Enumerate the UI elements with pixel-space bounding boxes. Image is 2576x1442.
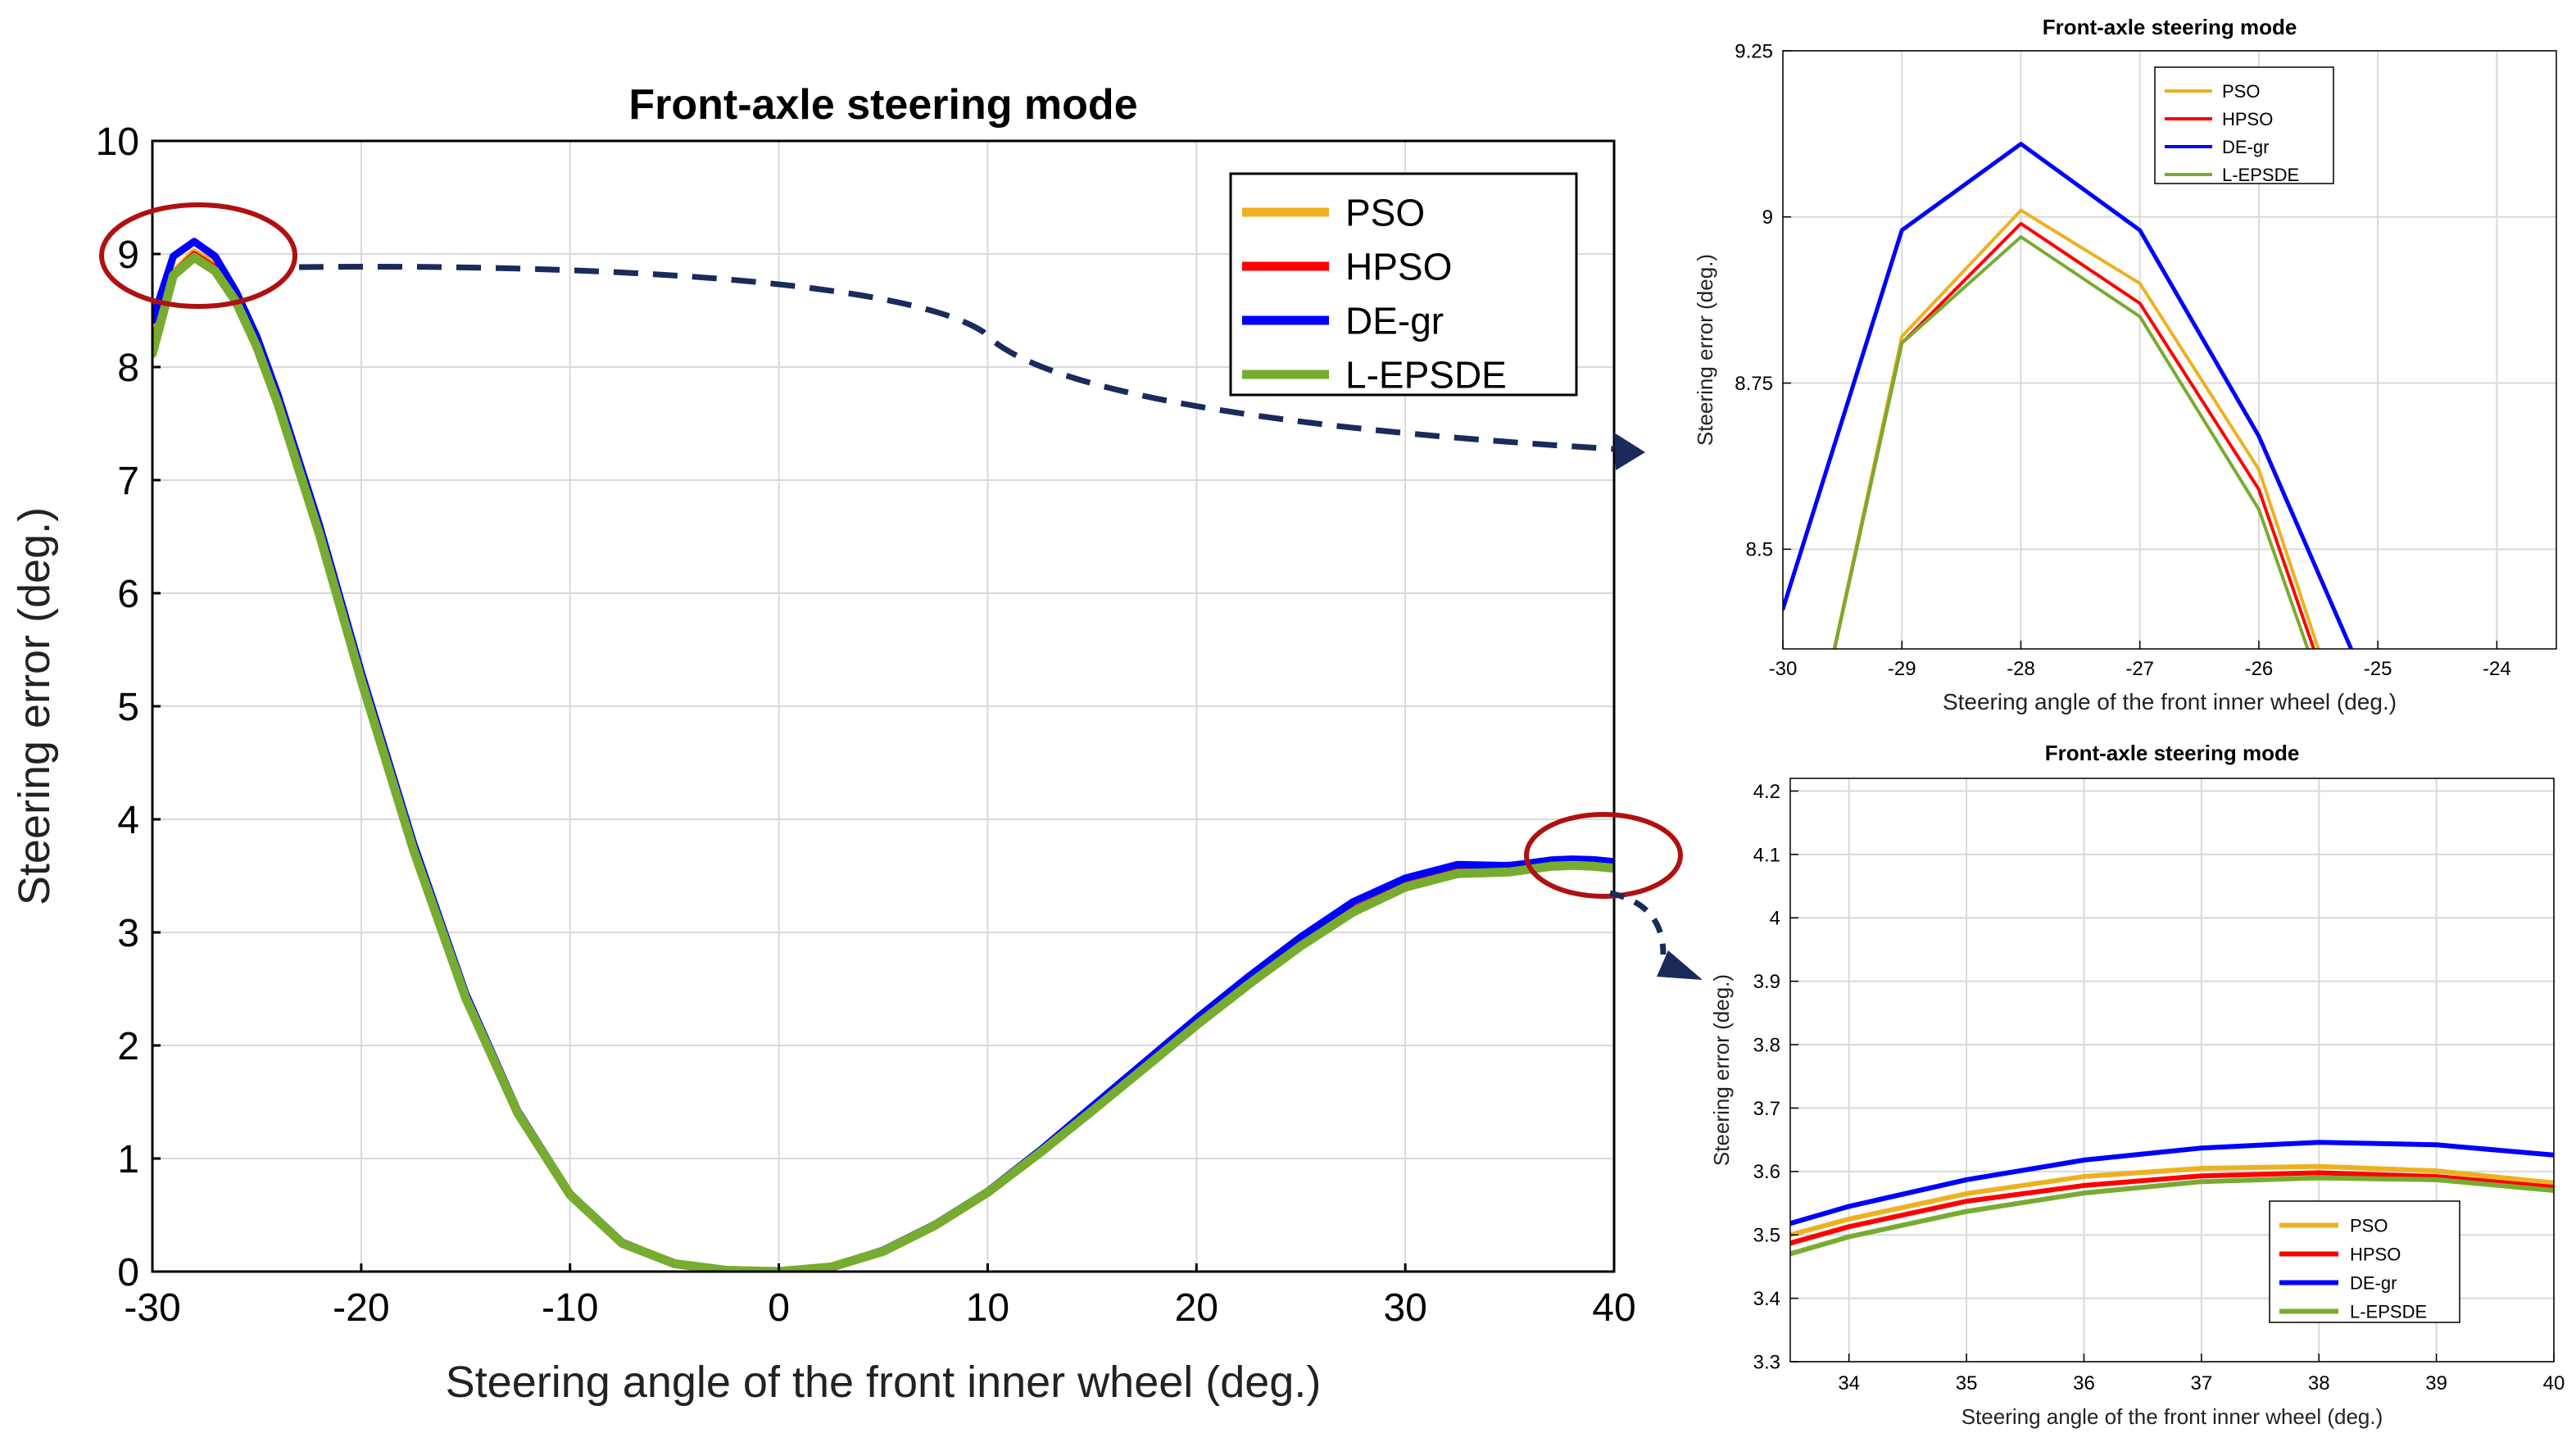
main-legend-label-hpso: HPSO (1345, 246, 1452, 288)
zoom-bottom-chart-title: Front-axle steering mode (2045, 741, 2300, 765)
zoom-bottom-y-tick-label: 4.1 (1753, 844, 1780, 866)
main-y-axis-label: Steering error (deg.) (10, 507, 59, 905)
zoom-top-x-tick-label: -26 (2245, 658, 2274, 680)
main-x-tick-label: 20 (1175, 1286, 1218, 1330)
main-plot: -30 -20 -10 0 10 20 30 40 0 1 2 3 4 5 6 7 8 9 10 Front-axle… (10, 81, 1636, 1407)
main-legend-label-l-epsde: L-EPSDE (1345, 354, 1507, 397)
main-x-tick-label: 10 (966, 1286, 1009, 1330)
main-y-tick-label: 7 (117, 460, 139, 503)
main-y-tick-label: 5 (117, 686, 139, 729)
zoom-top-legend-label-l-epsde: L-EPSDE (2222, 165, 2299, 185)
zoom-top-legend-label-de-gr: DE-gr (2222, 137, 2269, 157)
zoom-top-chart-title: Front-axle steering mode (2043, 15, 2297, 39)
main-y-tick-label: 8 (117, 347, 139, 390)
zoom-bottom-x-axis-label: Steering angle of the front inner wheel … (1961, 1404, 2383, 1429)
zoom-bottom-y-axis-label: Steering error (deg.) (1709, 974, 1734, 1166)
main-y-tick-label: 1 (117, 1138, 139, 1181)
zoom-bottom-x-tick-label: 37 (2190, 1372, 2212, 1394)
zoom-top-y-tick-label: 9.25 (1735, 40, 1773, 62)
zoom-bottom-x-tick-label: 34 (1838, 1372, 1860, 1394)
zoom-top-x-tick-label: -30 (1769, 658, 1798, 680)
zoom-bottom-y-tick-label: 3.9 (1753, 971, 1780, 993)
zoom-bottom-x-tick-label: 40 (2543, 1372, 2565, 1394)
main-y-tick-label: 6 (117, 573, 139, 616)
zoom-arrowhead-bottom (1657, 950, 1703, 980)
main-y-tick-label: 4 (117, 799, 139, 842)
zoom-bottom-y-tick-label: 3.4 (1753, 1288, 1780, 1310)
zoom-top-legend: PSO HPSO DE-gr L-EPSDE (2154, 66, 2334, 185)
zoom-arrow-top (298, 263, 1615, 452)
main-x-tick-label: -10 (542, 1286, 598, 1330)
zoom-bottom-legend-label-pso: PSO (2350, 1215, 2388, 1236)
zoom-top-y-tick-label: 9 (1762, 206, 1773, 229)
main-x-axis-label: Steering angle of the front inner wheel … (446, 1358, 1322, 1407)
zoom-top-x-tick-label: -25 (2364, 658, 2392, 680)
zoom-bottom-y-tick-label: 4.2 (1753, 781, 1780, 803)
zoom-bottom-y-tick-label: 3.8 (1753, 1034, 1780, 1056)
main-y-tick-label: 9 (117, 234, 139, 277)
main-legend-label-de-gr: DE-gr (1345, 300, 1444, 342)
main-series-group (152, 238, 1614, 1272)
zoom-bottom-series-l-epsde (1790, 1175, 2554, 1257)
zoom-top-x-tick-label: -24 (2483, 658, 2511, 680)
zoom-bottom-axes-frame (1789, 778, 2555, 1363)
zoom-arrowhead-top (1614, 433, 1645, 470)
main-x-tick-label: -30 (124, 1286, 180, 1330)
zoom-top-series-l-epsde (1833, 235, 2310, 649)
zoom-circle-peak (99, 202, 297, 309)
zoom-bottom-y-tick-label: 3.3 (1753, 1351, 1780, 1373)
zoom-top-y-tick-label: 8.75 (1735, 373, 1773, 395)
zoom-top-series-de-gr (1783, 142, 2354, 649)
zoom-top-x-tick-label: -28 (2007, 658, 2035, 680)
zoom-bottom-y-tick-label: 4 (1770, 908, 1780, 930)
zoom-bottom-y-tick-label: 3.7 (1753, 1098, 1780, 1120)
main-chart-title: Front-axle steering mode (628, 81, 1137, 129)
zoom-bottom-x-tick-label: 36 (2073, 1372, 2095, 1394)
zoom-circle-end (1524, 812, 1683, 899)
main-x-tick-label: -20 (333, 1286, 389, 1330)
zoom-bottom-legend-label-l-epsde: L-EPSDE (2350, 1301, 2427, 1322)
zoom-bottom-series-de-gr (1790, 1140, 2554, 1227)
zoom-bottom-y-tick-label: 3.5 (1753, 1225, 1780, 1247)
zoom-bottom-series-pso (1790, 1163, 2554, 1238)
zoom-top-y-tick-label: 8.5 (1746, 539, 1773, 561)
main-legend: PSO HPSO DE-gr L-EPSDE (1229, 172, 1578, 397)
zoom-bottom-legend-box (2269, 1200, 2460, 1323)
main-y-tick-label: 2 (117, 1025, 139, 1068)
zoom-bottom-x-tick-label: 35 (1956, 1372, 1978, 1394)
zoom-top-x-axis-label: Steering angle of the front inner wheel … (1943, 689, 2397, 714)
zoom-top-x-tick-label: -29 (1888, 658, 1916, 680)
zoom-bottom-legend-label-hpso: HPSO (2350, 1244, 2401, 1264)
main-series-l-epsde (152, 252, 1614, 1272)
main-x-tick-label: 40 (1592, 1286, 1635, 1330)
zoom-top-series-group (1783, 142, 2354, 649)
zoom-top-legend-label-hpso: HPSO (2222, 109, 2273, 129)
zoom-bottom-legend-label-de-gr: DE-gr (2350, 1272, 2397, 1293)
zoom-bottom-x-tick-label: 39 (2425, 1372, 2447, 1394)
zoom-top-legend-label-pso: PSO (2222, 81, 2260, 102)
main-y-tick-label: 0 (117, 1251, 139, 1295)
main-x-tick-label: 0 (768, 1286, 790, 1330)
zoom-top-x-tick-label: -27 (2125, 658, 2154, 680)
zoom-arrow-bottom (1609, 890, 1667, 955)
main-y-tick-label: 10 (96, 120, 139, 164)
zoom-bottom-plot: 34 35 36 37 38 39 40 3.3 3.4 3.5 3.6 3.7 3.8 3.9 4 4.1 4… (1709, 741, 2565, 1429)
main-legend-label-pso: PSO (1345, 192, 1425, 234)
zoom-bottom-series-hpso (1790, 1170, 2554, 1246)
zoom-top-y-axis-label: Steering error (deg.) (1693, 254, 1717, 446)
zoom-top-plot: -30 -29 -28 -27 -26 -25 -24 8.5 8.75 9 9.25 Front-a… (1693, 15, 2557, 714)
main-x-tick-label: 30 (1383, 1286, 1426, 1330)
zoom-bottom-y-tick-label: 3.6 (1753, 1161, 1780, 1183)
zoom-bottom-x-tick-label: 38 (2308, 1372, 2330, 1394)
zoom-annotations (99, 202, 1703, 980)
zoom-bottom-series-group (1790, 1140, 2554, 1257)
zoom-top-axes-frame (1782, 50, 2557, 650)
main-y-tick-label: 3 (117, 912, 139, 955)
zoom-bottom-legend: PSO HPSO DE-gr L-EPSDE (2269, 1200, 2460, 1323)
zoom-top-legend-box (2154, 66, 2334, 184)
